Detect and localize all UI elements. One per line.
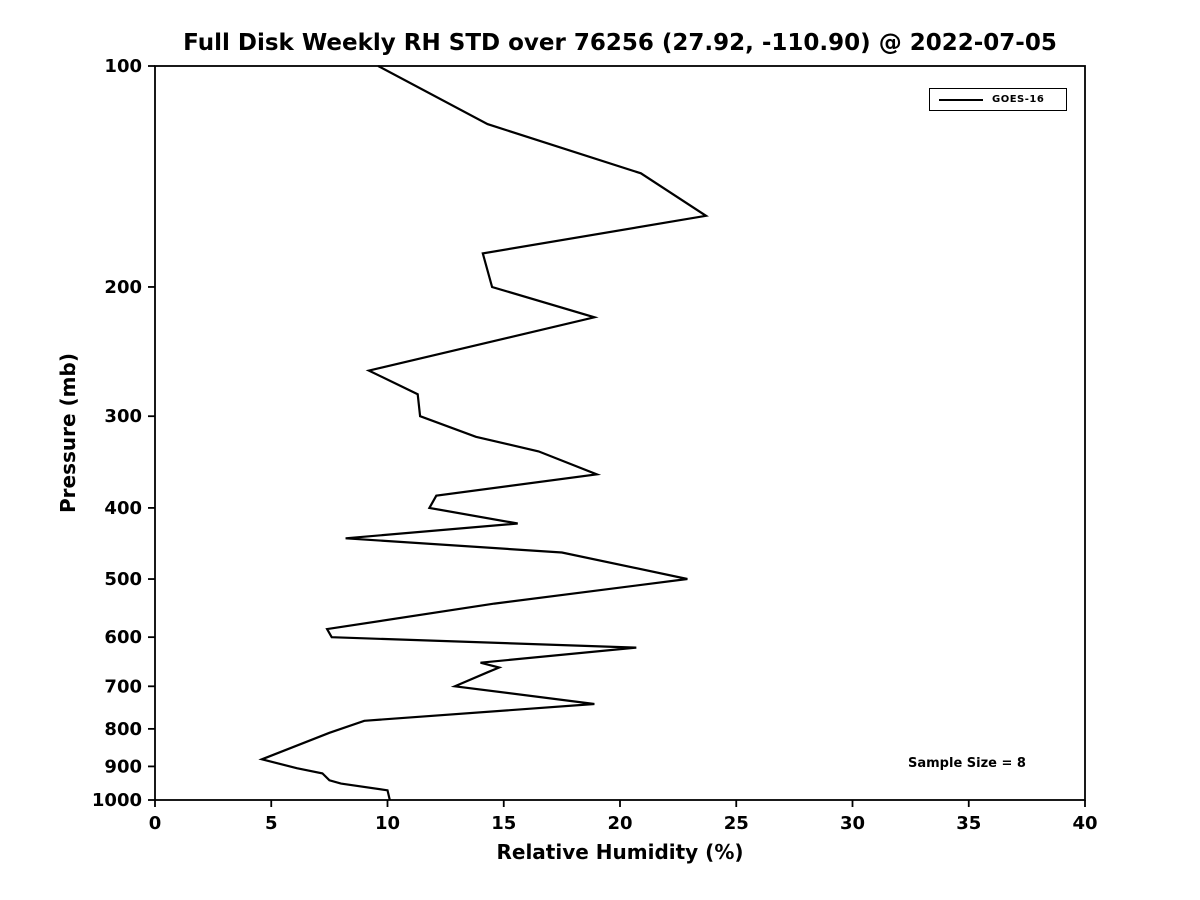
y-axis-label: Pressure (mb)	[56, 353, 80, 513]
legend-series-label: GOES-16	[992, 94, 1045, 105]
x-tick-label: 35	[956, 813, 981, 834]
y-tick-label: 500	[104, 569, 142, 590]
y-tick-label: 200	[104, 277, 142, 298]
x-tick-label: 5	[265, 813, 278, 834]
x-tick-label: 10	[375, 813, 400, 834]
x-tick-label: 20	[607, 813, 632, 834]
x-tick-label: 25	[724, 813, 749, 834]
legend: GOES-16	[929, 88, 1067, 111]
y-tick-label: 900	[104, 756, 142, 777]
y-tick-label: 800	[104, 719, 142, 740]
y-tick-label: 600	[104, 627, 142, 648]
x-tick-label: 0	[149, 813, 162, 834]
y-tick-label: 300	[104, 406, 142, 427]
x-tick-label: 15	[491, 813, 516, 834]
x-tick-label: 30	[840, 813, 865, 834]
series-line-goes-16	[258, 65, 709, 801]
chart-title: Full Disk Weekly RH STD over 76256 (27.9…	[183, 30, 1057, 56]
y-tick-label: 1000	[92, 790, 142, 811]
y-tick-label: 700	[104, 676, 142, 697]
y-tick-label: 100	[104, 56, 142, 77]
y-tick-label: 400	[104, 498, 142, 519]
x-axis-label: Relative Humidity (%)	[496, 840, 744, 864]
sample-size-annotation: Sample Size = 8	[908, 756, 1026, 771]
x-tick-label: 40	[1072, 813, 1097, 834]
axes-frame	[154, 65, 1086, 801]
legend-line-sample	[939, 98, 983, 101]
